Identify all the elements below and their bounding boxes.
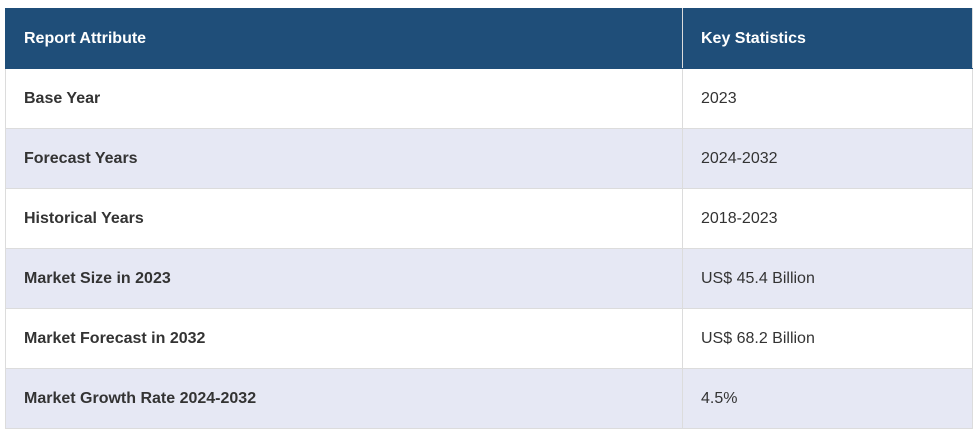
header-row: Report Attribute Key Statistics: [5, 8, 973, 69]
header-cell: Key Statistics: [682, 8, 973, 69]
table-row: Market Forecast in 2032 US$ 68.2 Billion: [5, 308, 973, 369]
table-row: Historical Years 2018-2023: [5, 188, 973, 249]
value-cell: US$ 45.4 Billion: [682, 248, 973, 309]
attribute-cell: Forecast Years: [5, 128, 683, 189]
attribute-cell: Base Year: [5, 68, 683, 129]
value-cell: 2018-2023: [682, 188, 973, 249]
value-cell: US$ 68.2 Billion: [682, 308, 973, 369]
value-cell: 2024-2032: [682, 128, 973, 189]
attribute-cell: Market Growth Rate 2024-2032: [5, 368, 683, 429]
attribute-cell: Market Forecast in 2032: [5, 308, 683, 369]
attribute-cell: Historical Years: [5, 188, 683, 249]
report-table: Report Attribute Key Statistics Base Year…: [5, 8, 973, 429]
table-row: Base Year 2023: [5, 68, 973, 129]
table-row: Market Size in 2023 US$ 45.4 Billion: [5, 248, 973, 309]
table-row: Forecast Years 2024-2032: [5, 128, 973, 189]
table-body: Base Year 2023 Forecast Years 2024-2032 Hist…: [5, 68, 973, 429]
table-row: Market Growth Rate 2024-2032 4.5%: [5, 368, 973, 429]
value-cell: 4.5%: [682, 368, 973, 429]
header-cell: Report Attribute: [5, 8, 683, 69]
attribute-cell: Market Size in 2023: [5, 248, 683, 309]
value-cell: 2023: [682, 68, 973, 129]
